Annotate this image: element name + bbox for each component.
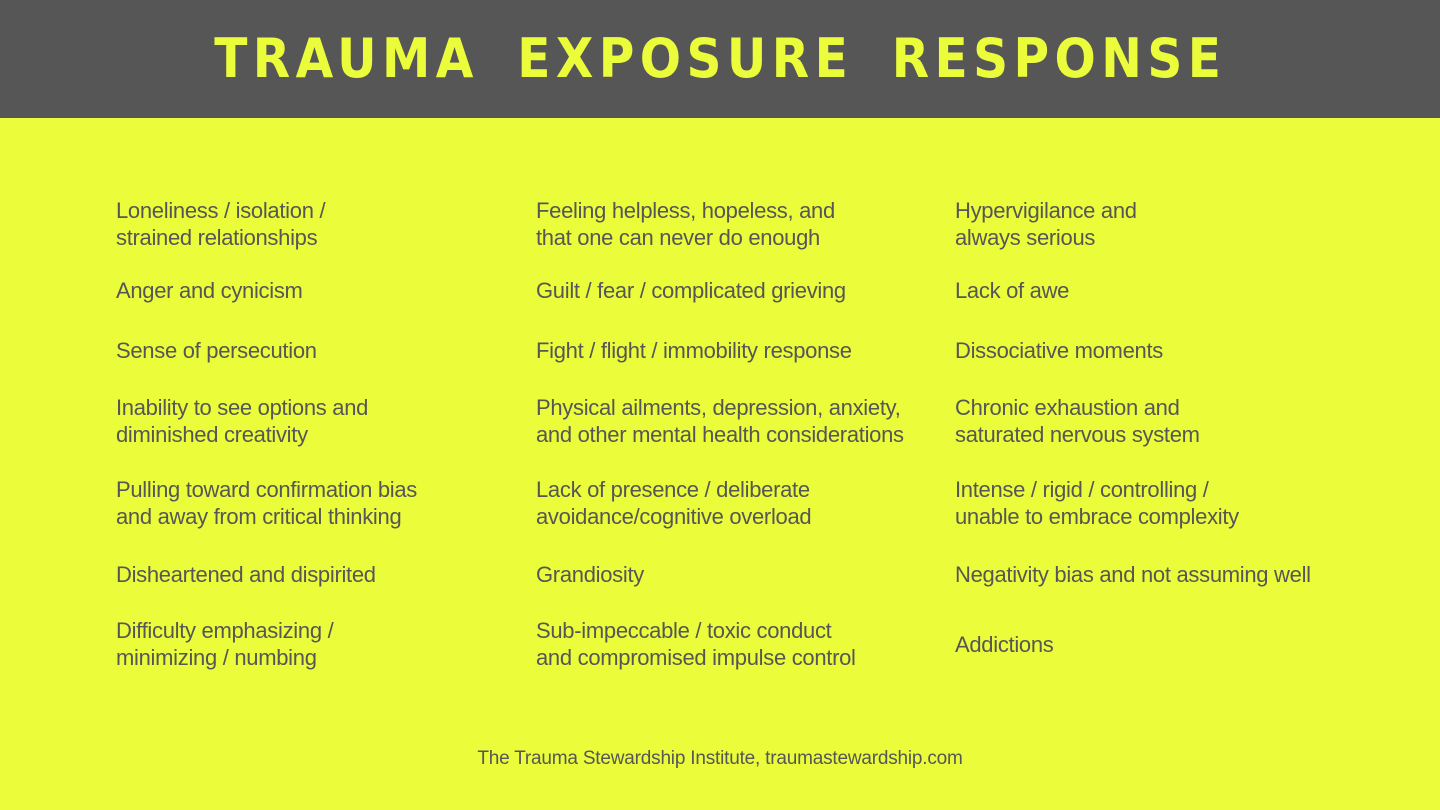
response-item-anger: Anger and cynicism <box>116 277 303 303</box>
response-item-addictions: Addictions <box>955 631 1054 657</box>
response-item-inability: Inability to see options and diminished … <box>116 395 369 447</box>
response-item-grandiosity: Grandiosity <box>536 561 644 587</box>
response-item-lack-of-awe: Lack of awe <box>955 277 1070 303</box>
header-bar: TRAUMA EXPOSURE RESPONSE <box>0 0 1440 118</box>
response-item-negativity-bias: Negativity bias and not assuming well <box>955 561 1311 587</box>
response-item-difficulty-emphasizing: Difficulty emphasizing / minimizing / nu… <box>116 618 334 670</box>
response-item-physical-ailments: Physical ailments, depression, anxiety, … <box>536 395 904 447</box>
response-item-intense-rigid: Intense / rigid / controlling / unable t… <box>955 477 1239 529</box>
footer-credit: The Trauma Stewardship Institute, trauma… <box>477 748 963 769</box>
response-item-chronic-exhaustion: Chronic exhaustion and saturated nervous… <box>955 395 1200 447</box>
response-item-sub-impeccable: Sub-impeccable / toxic conduct and compr… <box>536 618 856 670</box>
response-item-lack-of-presence: Lack of presence / deliberate avoidance/… <box>536 477 812 529</box>
page-title: TRAUMA EXPOSURE RESPONSE <box>213 27 1227 90</box>
response-item-dissociative: Dissociative moments <box>955 337 1163 363</box>
response-grid: Loneliness / isolation / strained relati… <box>116 188 1356 684</box>
response-item-persecution: Sense of persecution <box>116 337 317 363</box>
response-item-confirmation-bias: Pulling toward confirmation bias and awa… <box>116 477 417 529</box>
response-item-loneliness: Loneliness / isolation / strained relati… <box>116 198 326 250</box>
response-item-guilt: Guilt / fear / complicated grieving <box>536 277 846 303</box>
response-item-helpless: Feeling helpless, hopeless, and that one… <box>536 198 835 250</box>
response-item-hypervigilance: Hypervigilance and always serious <box>955 198 1137 250</box>
response-item-fight-flight: Fight / flight / immobility response <box>536 337 852 363</box>
response-item-disheartened: Disheartened and dispirited <box>116 561 376 587</box>
